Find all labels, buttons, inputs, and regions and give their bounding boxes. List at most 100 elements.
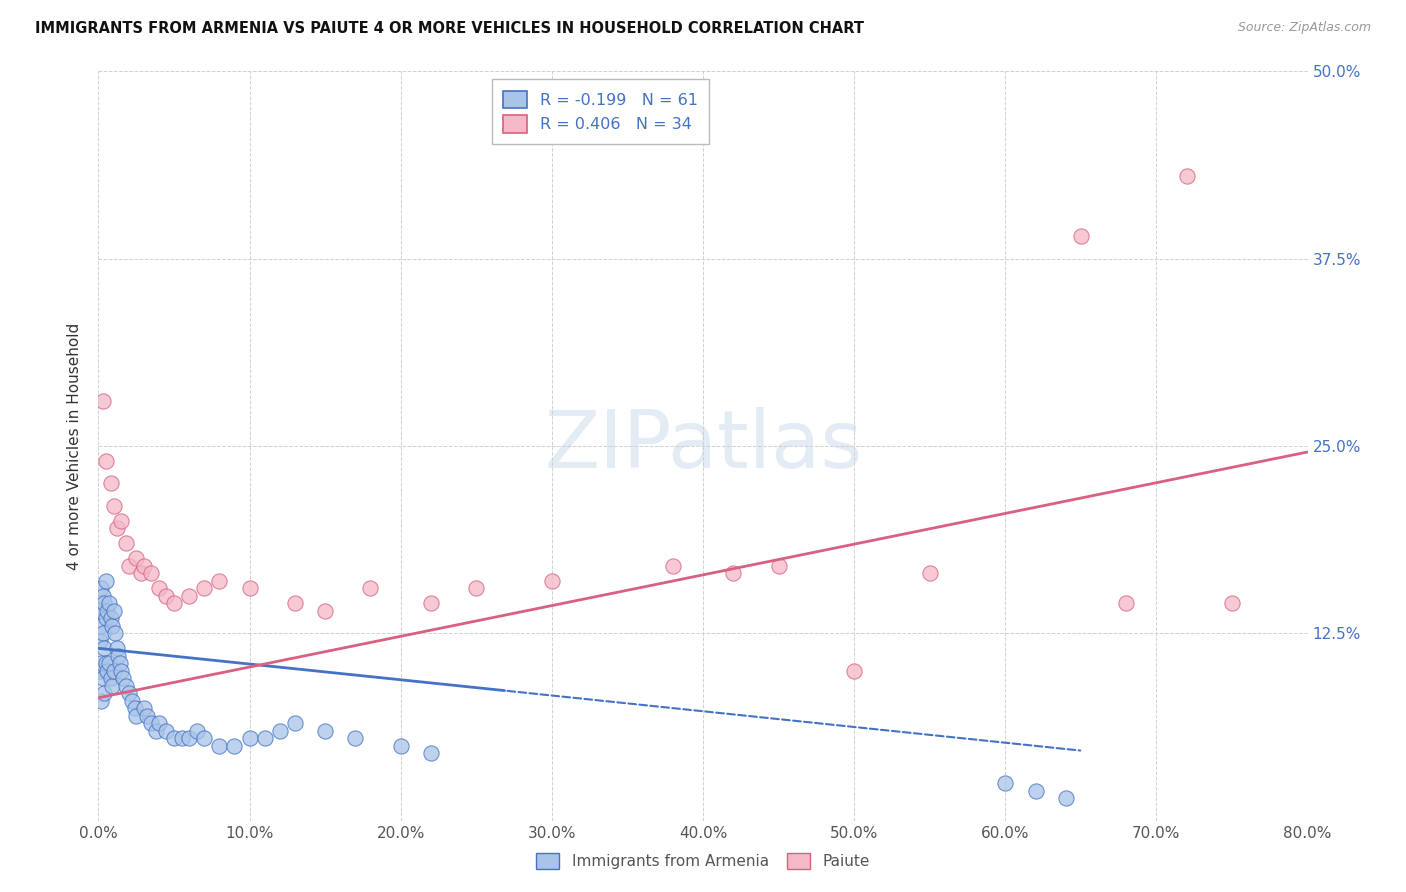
Point xyxy=(148,716,170,731)
Point xyxy=(129,566,152,581)
Point xyxy=(179,731,201,746)
Point xyxy=(101,679,124,693)
Point xyxy=(420,746,443,760)
Point xyxy=(90,657,112,671)
Point xyxy=(723,566,745,581)
Point xyxy=(163,596,186,610)
Point xyxy=(155,589,177,603)
Point xyxy=(110,664,132,678)
Point xyxy=(125,551,148,566)
Point xyxy=(269,723,291,738)
Point xyxy=(1054,791,1077,805)
Point xyxy=(100,476,122,491)
Point xyxy=(91,671,114,685)
Point xyxy=(155,723,177,738)
Point xyxy=(132,701,155,715)
Point xyxy=(420,596,443,610)
Point xyxy=(844,664,866,678)
Point xyxy=(90,582,112,596)
Point xyxy=(1220,596,1243,610)
Point xyxy=(135,708,157,723)
Point xyxy=(179,589,201,603)
Point xyxy=(163,731,186,746)
Point xyxy=(239,582,262,596)
Point xyxy=(314,604,336,618)
Point xyxy=(101,619,124,633)
Point xyxy=(465,582,488,596)
Point xyxy=(100,611,122,625)
Point xyxy=(96,604,118,618)
Point xyxy=(768,558,790,573)
Point xyxy=(90,694,112,708)
Point xyxy=(103,499,125,513)
Point xyxy=(108,657,131,671)
Point xyxy=(208,574,231,588)
Point xyxy=(91,394,114,409)
Point xyxy=(1175,169,1198,184)
Point xyxy=(94,454,117,468)
Point xyxy=(110,514,132,528)
Point xyxy=(124,701,146,715)
Point xyxy=(103,664,125,678)
Point xyxy=(103,604,125,618)
Point xyxy=(141,716,163,731)
Point xyxy=(132,558,155,573)
Point xyxy=(314,723,336,738)
Point xyxy=(1115,596,1137,610)
Point xyxy=(994,776,1017,790)
Point xyxy=(114,679,136,693)
Point xyxy=(105,521,128,535)
Point xyxy=(141,566,163,581)
Point xyxy=(98,657,121,671)
Point xyxy=(89,664,111,678)
Point xyxy=(360,582,382,596)
Point xyxy=(104,626,127,640)
Legend: Immigrants from Armenia, Paiute: Immigrants from Armenia, Paiute xyxy=(530,847,876,875)
Point xyxy=(284,716,307,731)
Point xyxy=(105,641,128,656)
Point xyxy=(125,708,148,723)
Point xyxy=(918,566,941,581)
Point xyxy=(90,619,112,633)
Text: ZIPatlas: ZIPatlas xyxy=(544,407,862,485)
Point xyxy=(91,626,114,640)
Point xyxy=(170,731,193,746)
Point xyxy=(284,596,307,610)
Point xyxy=(224,739,246,753)
Point xyxy=(118,686,141,700)
Point xyxy=(96,664,118,678)
Point xyxy=(389,739,412,753)
Point xyxy=(208,739,231,753)
Y-axis label: 4 or more Vehicles in Household: 4 or more Vehicles in Household xyxy=(67,322,83,570)
Point xyxy=(100,671,122,685)
Point xyxy=(121,694,143,708)
Point xyxy=(94,611,117,625)
Point xyxy=(118,558,141,573)
Point xyxy=(93,596,115,610)
Point xyxy=(89,633,111,648)
Point xyxy=(661,558,683,573)
Text: IMMIGRANTS FROM ARMENIA VS PAIUTE 4 OR MORE VEHICLES IN HOUSEHOLD CORRELATION CH: IMMIGRANTS FROM ARMENIA VS PAIUTE 4 OR M… xyxy=(35,21,865,36)
Point xyxy=(239,731,262,746)
Point xyxy=(193,582,215,596)
Point xyxy=(98,596,121,610)
Point xyxy=(111,671,134,685)
Point xyxy=(93,686,115,700)
Point xyxy=(193,731,215,746)
Point xyxy=(107,648,129,663)
Point xyxy=(1024,783,1046,797)
Point xyxy=(94,657,117,671)
Point xyxy=(91,589,114,603)
Point xyxy=(186,723,208,738)
Text: Source: ZipAtlas.com: Source: ZipAtlas.com xyxy=(1237,21,1371,34)
Point xyxy=(253,731,276,746)
Point xyxy=(93,641,115,656)
Point xyxy=(94,574,117,588)
Legend: R = -0.199   N = 61, R = 0.406   N = 34: R = -0.199 N = 61, R = 0.406 N = 34 xyxy=(492,79,709,144)
Point xyxy=(145,723,167,738)
Point xyxy=(114,536,136,550)
Point xyxy=(1070,229,1092,244)
Point xyxy=(344,731,367,746)
Point xyxy=(89,604,111,618)
Point xyxy=(148,582,170,596)
